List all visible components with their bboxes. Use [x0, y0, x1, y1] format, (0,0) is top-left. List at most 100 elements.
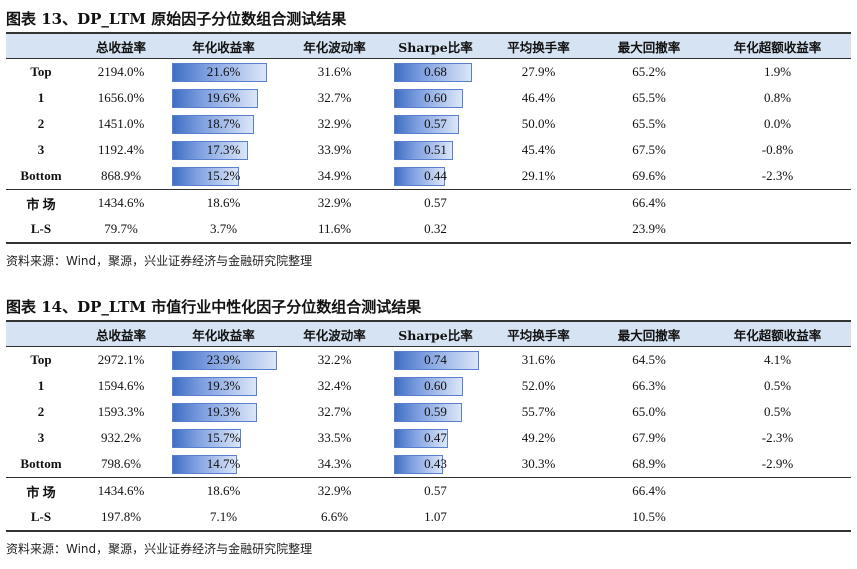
- column-header: Sharpe比率: [388, 320, 483, 347]
- column-header: 年化超额收益率: [704, 320, 851, 347]
- turnover-value: 31.6%: [521, 352, 556, 367]
- annual-vol-value: 31.6%: [317, 64, 352, 79]
- data-bar-container: 15.2%: [166, 165, 281, 187]
- annual-return-value: 18.6%: [166, 477, 281, 504]
- data-bar-container: 0.68: [388, 61, 483, 83]
- column-header: 年化收益率: [166, 320, 281, 347]
- data-bar-container: 15.7%: [166, 427, 281, 449]
- table-row: 1 1594.6% 19.3% 32.4% 0.60 52.0% 66.3% 0.5%: [6, 373, 851, 399]
- total-return-value: 798.6%: [100, 456, 142, 471]
- data-bar-container: 0.59: [388, 401, 483, 423]
- excess-return-value: -2.3%: [761, 430, 794, 445]
- annual-return-cell: 14.7%: [166, 451, 281, 478]
- column-header: Sharpe比率: [388, 32, 483, 59]
- annual-return-value: 19.3%: [206, 404, 241, 419]
- data-bar: [394, 167, 445, 186]
- data-bar: [172, 115, 254, 134]
- excess-return-value: -2.3%: [761, 168, 794, 183]
- annual-return-value: 14.7%: [206, 456, 241, 471]
- data-bar: [172, 89, 258, 108]
- turnover-value: 49.2%: [521, 430, 556, 445]
- annual-vol-value: 32.9%: [281, 189, 388, 216]
- sharpe-value: 0.57: [424, 116, 447, 131]
- data-bar-container: 0.47: [388, 427, 483, 449]
- column-header: 年化收益率: [166, 32, 281, 59]
- sharpe-value: 1.07: [388, 504, 483, 532]
- max-drawdown-value: 65.2%: [632, 64, 666, 79]
- annual-return-value: 19.6%: [206, 90, 241, 105]
- data-bar-container: 0.43: [388, 453, 483, 475]
- column-header: 总收益率: [76, 32, 166, 59]
- excess-return-value: [704, 504, 851, 532]
- annual-return-cell: 19.6%: [166, 85, 281, 111]
- table-section-14: 图表 14、DP_LTM 市值行业中性化因子分位数组合测试结果 总收益率 年化收益…: [6, 296, 851, 564]
- row-label: L-S: [6, 504, 76, 532]
- sharpe-cell: 0.47: [388, 425, 483, 451]
- turnover-value: 45.4%: [521, 142, 556, 157]
- excess-return-value: 1.9%: [763, 64, 792, 79]
- turnover-value: 55.7%: [521, 404, 556, 419]
- annual-vol-value: 32.9%: [281, 477, 388, 504]
- results-table-14: 总收益率 年化收益率 年化波动率 Sharpe比率 平均换手率 最大回撤率 年化超额收益率 …: [6, 320, 851, 532]
- data-bar-container: 0.60: [388, 87, 483, 109]
- annual-return-cell: 21.6%: [166, 59, 281, 86]
- annual-return-value: 15.2%: [206, 168, 241, 183]
- data-bar: [394, 403, 462, 422]
- max-drawdown-value: 69.6%: [632, 168, 666, 183]
- excess-return-value: 0.5%: [763, 378, 792, 393]
- data-bar-container: 0.51: [388, 139, 483, 161]
- table-row: Top 2194.0% 21.6% 31.6% 0.68 27.9% 65.2% 1.9%: [6, 59, 851, 86]
- column-header: 最大回撤率: [594, 320, 704, 347]
- sharpe-value: 0.47: [424, 430, 447, 445]
- table-title: 图表 13、DP_LTM 原始因子分位数组合测试结果: [6, 10, 347, 28]
- max-drawdown-value: 64.5%: [632, 352, 666, 367]
- table-row: 3 932.2% 15.7% 33.5% 0.47 49.2% 67.9% -2.3%: [6, 425, 851, 451]
- turnover-value: 50.0%: [521, 116, 556, 131]
- data-bar-container: 0.57: [388, 113, 483, 135]
- annual-return-cell: 18.7%: [166, 111, 281, 137]
- data-bar: [394, 141, 453, 160]
- row-label: 市 场: [6, 477, 76, 504]
- row-label: Top: [30, 64, 52, 79]
- sharpe-value: 0.74: [424, 352, 447, 367]
- total-return-value: 932.2%: [100, 430, 142, 445]
- data-bar: [172, 377, 257, 396]
- table-row: 2 1593.3% 19.3% 32.7% 0.59 55.7% 65.0% 0.5%: [6, 399, 851, 425]
- data-bar: [172, 455, 237, 474]
- annual-vol-value: 32.7%: [317, 404, 352, 419]
- sharpe-cell: 0.57: [388, 111, 483, 137]
- data-bar-container: 21.6%: [166, 61, 281, 83]
- data-bar: [172, 167, 239, 186]
- header-row: 总收益率 年化收益率 年化波动率 Sharpe比率 平均换手率 最大回撤率 年化超额收益率: [6, 320, 851, 347]
- table-body: Top 2972.1% 23.9% 32.2% 0.74 31.6% 64.5% 4.1% 1 1…: [6, 347, 851, 532]
- total-return-value: 1192.4%: [97, 142, 145, 157]
- column-header: 年化超额收益率: [704, 32, 851, 59]
- turnover-value: [483, 216, 594, 244]
- data-bar: [394, 115, 459, 134]
- data-bar: [172, 351, 277, 370]
- excess-return-value: [704, 216, 851, 244]
- results-table-13: 总收益率 年化收益率 年化波动率 Sharpe比率 平均换手率 最大回撤率 年化超额收益率 …: [6, 32, 851, 244]
- turnover-value: [483, 504, 594, 532]
- sharpe-value: 0.51: [424, 142, 447, 157]
- row-label: Bottom: [20, 168, 62, 183]
- table-body: Top 2194.0% 21.6% 31.6% 0.68 27.9% 65.2% 1.9% 1 1…: [6, 59, 851, 244]
- data-bar-container: 23.9%: [166, 349, 281, 371]
- annual-vol-value: 33.5%: [317, 430, 352, 445]
- sharpe-value: 0.57: [388, 189, 483, 216]
- annual-return-cell: 17.3%: [166, 137, 281, 163]
- sharpe-cell: 0.60: [388, 85, 483, 111]
- column-header: [6, 320, 76, 347]
- table-row: 市 场 1434.6% 18.6% 32.9% 0.57 66.4%: [6, 477, 851, 504]
- max-drawdown-value: 65.0%: [632, 404, 666, 419]
- table-section-13: 图表 13、DP_LTM 原始因子分位数组合测试结果 总收益率 年化收益率 年化波动…: [6, 8, 851, 270]
- data-bar: [394, 89, 463, 108]
- data-bar: [394, 63, 472, 82]
- annual-vol-value: 33.9%: [317, 142, 352, 157]
- data-bar-container: 0.44: [388, 165, 483, 187]
- row-label: 1: [37, 90, 45, 105]
- data-bar: [172, 429, 241, 448]
- annual-return-cell: 19.3%: [166, 373, 281, 399]
- annual-return-cell: 15.2%: [166, 163, 281, 190]
- annual-return-value: 3.7%: [166, 216, 281, 244]
